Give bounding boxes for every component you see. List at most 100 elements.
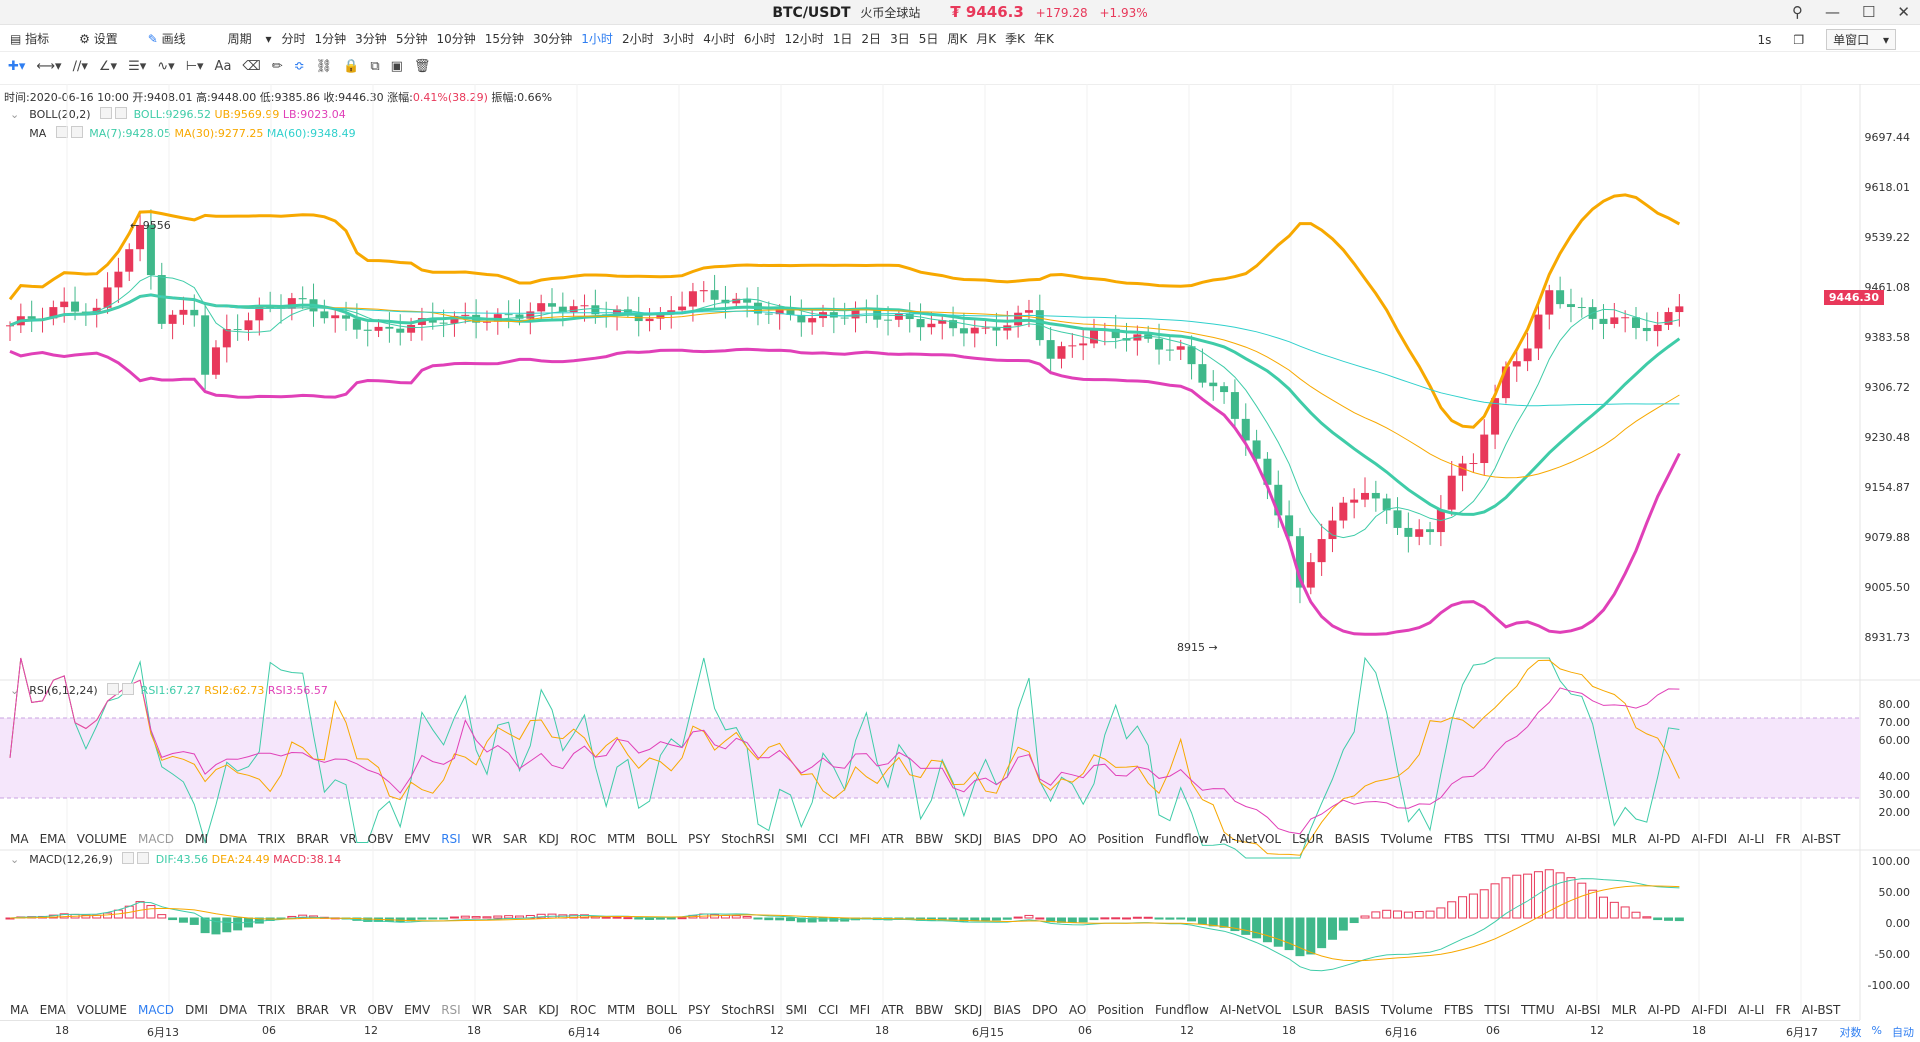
fib-icon[interactable]: ☰▾ [128,59,147,74]
settings-button[interactable]: ⚙ 设置 [79,31,118,46]
indicator-tab[interactable]: EMV [404,1003,431,1017]
indicator-button[interactable]: ▤ 指标 [10,31,50,46]
crosshair-icon[interactable]: ✚▾ [8,59,26,74]
period-option[interactable]: 1小时 [581,31,613,46]
indicator-tab[interactable]: DMI [184,1003,209,1017]
maximize-icon[interactable]: ☐ [1861,3,1876,21]
indicator-tab[interactable]: EMA [39,1003,66,1017]
indicator-tab[interactable]: MFI [849,832,871,846]
indicator-tab[interactable]: LSUR [1292,832,1324,846]
indicator-tab[interactable]: ATR [881,832,905,846]
period-option[interactable]: 15分钟 [484,31,525,46]
brush-icon[interactable]: ✏ [271,59,283,74]
indicator-tab[interactable]: AO [1068,1003,1087,1017]
indicator-tab[interactable]: VOLUME [76,1003,127,1017]
indicator-tab[interactable]: AI-BST [1801,1003,1841,1017]
indicator-tab[interactable]: BRAR [296,832,329,846]
minimize-icon[interactable]: — [1824,3,1840,21]
settings-icon[interactable] [100,107,113,119]
text-icon[interactable]: Aa [214,59,232,74]
indicator-tab[interactable]: BOLL [646,1003,678,1017]
indicator-tab[interactable]: DMA [219,832,247,846]
indicator-tab[interactable]: AI-FDI [1691,1003,1728,1017]
indicator-tab[interactable]: RSI [441,1003,461,1017]
period-option[interactable]: 3小时 [662,31,695,46]
indicator-tab[interactable]: CCI [818,1003,839,1017]
indicator-tab[interactable]: FTBS [1443,1003,1474,1017]
indicator-tab[interactable]: TRIX [257,1003,286,1017]
period-option[interactable]: 3日 [890,31,910,46]
indicator-tab[interactable]: PSY [688,832,711,846]
auto-scale-toggle[interactable]: 自动 [1892,1026,1914,1039]
period-option[interactable]: 10分钟 [436,31,476,46]
indicator-tab[interactable]: OBV [367,832,394,846]
indicator-tab[interactable]: SAR [502,1003,528,1017]
indicator-tab[interactable]: MFI [849,1003,871,1017]
log-scale-toggle[interactable]: 对数 [1839,1026,1862,1039]
indicator-tab[interactable]: AI-BSI [1565,1003,1601,1017]
indicator-tab[interactable]: PSY [688,1003,711,1017]
settings-icon[interactable] [107,683,120,695]
period-option[interactable]: 2日 [861,31,882,46]
indicator-tab[interactable]: AI-LI [1738,832,1765,846]
indicator-tab[interactable]: TTMU [1521,832,1555,846]
indicator-tab[interactable]: MACD [137,1003,174,1017]
indicator-tab[interactable]: BASIS [1334,1003,1370,1017]
eraser-icon[interactable]: ⌫ [242,59,261,74]
indicator-tab[interactable]: MTM [607,832,636,846]
indicator-tab[interactable]: MA [10,832,29,846]
period-option[interactable]: 12小时 [784,31,824,46]
indicator-tab[interactable]: StochRSI [721,832,775,846]
indicator-tab[interactable]: Position [1097,832,1145,846]
wave-icon[interactable]: ∿▾ [157,59,175,74]
period-option[interactable]: 3分钟 [355,31,387,46]
period-option[interactable]: 5分钟 [395,31,428,46]
indicator-tab[interactable]: DMI [184,832,209,846]
indicator-tab[interactable]: AI-PD [1647,832,1681,846]
copy-icon[interactable]: ⧉ [370,59,380,74]
kline-chart[interactable] [0,84,1920,1020]
percent-scale-toggle[interactable]: % [1871,1024,1882,1037]
indicator-tab[interactable]: SAR [502,832,528,846]
indicator-tab[interactable]: SMI [785,832,808,846]
parallel-icon[interactable]: ∕∕▾ [72,59,88,74]
indicator-tab[interactable]: AI-LI [1738,1003,1765,1017]
period-option[interactable]: 30分钟 [533,31,573,46]
indicator-tab[interactable]: WR [471,832,492,846]
indicator-tab[interactable]: ATR [881,1003,905,1017]
indicator-tab[interactable]: MACD [137,832,174,846]
chain-icon[interactable]: ⛓ [315,59,333,74]
indicator-tab[interactable]: MTM [607,1003,636,1017]
indicator-tab[interactable]: BASIS [1334,832,1370,846]
indicator-tab[interactable]: AI-BSI [1565,832,1601,846]
indicator-tab[interactable]: FR [1775,832,1791,846]
indicator-tab[interactable]: SMI [785,1003,808,1017]
lock-icon[interactable]: 🔒 [343,59,360,74]
indicator-tab[interactable]: Position [1097,1003,1145,1017]
segment-icon[interactable]: ⟷▾ [36,59,62,74]
period-option[interactable]: 4小时 [703,31,735,46]
indicator-tab[interactable]: MLR [1611,1003,1637,1017]
indicator-tab[interactable]: BIAS [993,1003,1021,1017]
period-option[interactable]: 周K [947,31,968,46]
period-option[interactable]: 分时 [281,31,306,46]
trash-icon[interactable]: 🗑 [413,59,431,74]
close-icon[interactable] [115,107,128,119]
draw-button[interactable]: ✎ 画线 [147,31,186,46]
indicator-tab[interactable]: AI-NetVOL [1219,832,1282,846]
period-option[interactable]: 6小时 [743,31,776,46]
indicator-tab[interactable]: TRIX [257,832,286,846]
indicator-tab[interactable]: EMA [39,832,66,846]
period-option[interactable]: 1分钟 [314,31,347,46]
close-icon[interactable] [122,683,135,695]
angle-icon[interactable]: ∠▾ [98,59,118,74]
indicator-tab[interactable]: KDJ [538,832,559,846]
indicator-tab[interactable]: Fundflow [1155,832,1209,846]
indicator-tab[interactable]: MLR [1611,832,1637,846]
indicator-tab[interactable]: FR [1775,1003,1791,1017]
indicator-tab[interactable]: ROC [569,832,597,846]
indicator-tab[interactable]: VR [339,832,357,846]
period-option[interactable]: 年K [1033,31,1054,46]
indicator-tab[interactable]: BIAS [993,832,1021,846]
indicator-tab[interactable]: VOLUME [76,832,127,846]
